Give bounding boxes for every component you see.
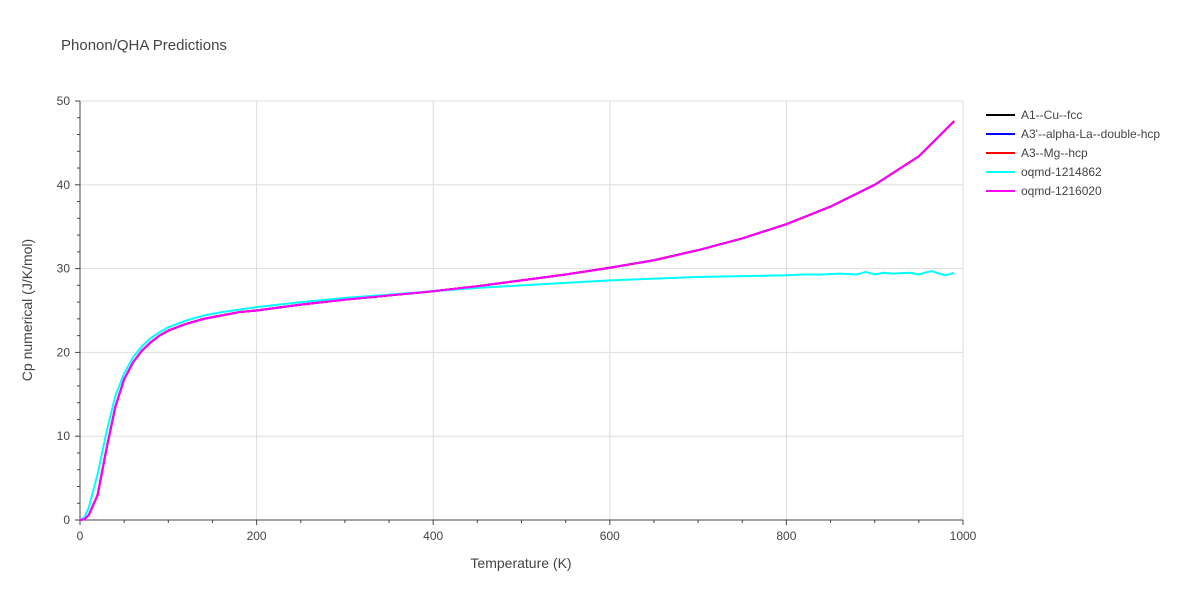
series-line-4[interactable] <box>79 120 955 521</box>
y-tick-label: 40 <box>57 178 71 192</box>
x-axis-title: Temperature (K) <box>470 555 571 571</box>
series-line-2[interactable] <box>79 120 955 521</box>
legend-label: A1--Cu--fcc <box>1021 108 1082 122</box>
x-tick-label: 600 <box>600 529 620 543</box>
x-tick-label: 400 <box>423 529 443 543</box>
x-tick-label: 1000 <box>950 529 977 543</box>
y-tick-label: 30 <box>57 262 71 276</box>
legend-label: oqmd-1214862 <box>1021 165 1102 179</box>
series-line-0[interactable] <box>79 120 955 521</box>
legend-label: A3'--alpha-La--double-hcp <box>1021 127 1160 141</box>
legend-item[interactable]: A3--Mg--hcp <box>986 146 1088 160</box>
axes-layer: 0 200 400 600 800 1000 0 10 20 30 40 50 <box>57 94 977 543</box>
legend-item[interactable]: oqmd-1214862 <box>986 165 1102 179</box>
chart-title: Phonon/QHA Predictions <box>61 37 227 54</box>
legend[interactable]: A1--Cu--fcc A3'--alpha-La--double-hcp A3--… <box>986 108 1160 198</box>
legend-item[interactable]: oqmd-1216020 <box>986 184 1102 198</box>
y-tick-label: 20 <box>57 345 71 359</box>
series-layer <box>79 120 955 521</box>
series-line-1[interactable] <box>79 120 955 521</box>
x-tick-label: 200 <box>247 529 267 543</box>
legend-label: oqmd-1216020 <box>1021 184 1102 198</box>
legend-label: A3--Mg--hcp <box>1021 146 1088 160</box>
y-axis-title: Cp numerical (J/K/mol) <box>19 239 35 381</box>
series-line-3[interactable] <box>79 270 955 521</box>
x-tick-label: 800 <box>776 529 796 543</box>
legend-item[interactable]: A1--Cu--fcc <box>986 108 1082 122</box>
x-tick-label: 0 <box>77 529 84 543</box>
y-tick-label: 50 <box>57 94 71 108</box>
legend-item[interactable]: A3'--alpha-La--double-hcp <box>986 127 1160 141</box>
y-tick-label: 0 <box>63 513 70 527</box>
y-tick-label: 10 <box>57 429 71 443</box>
grid-layer <box>80 100 964 520</box>
